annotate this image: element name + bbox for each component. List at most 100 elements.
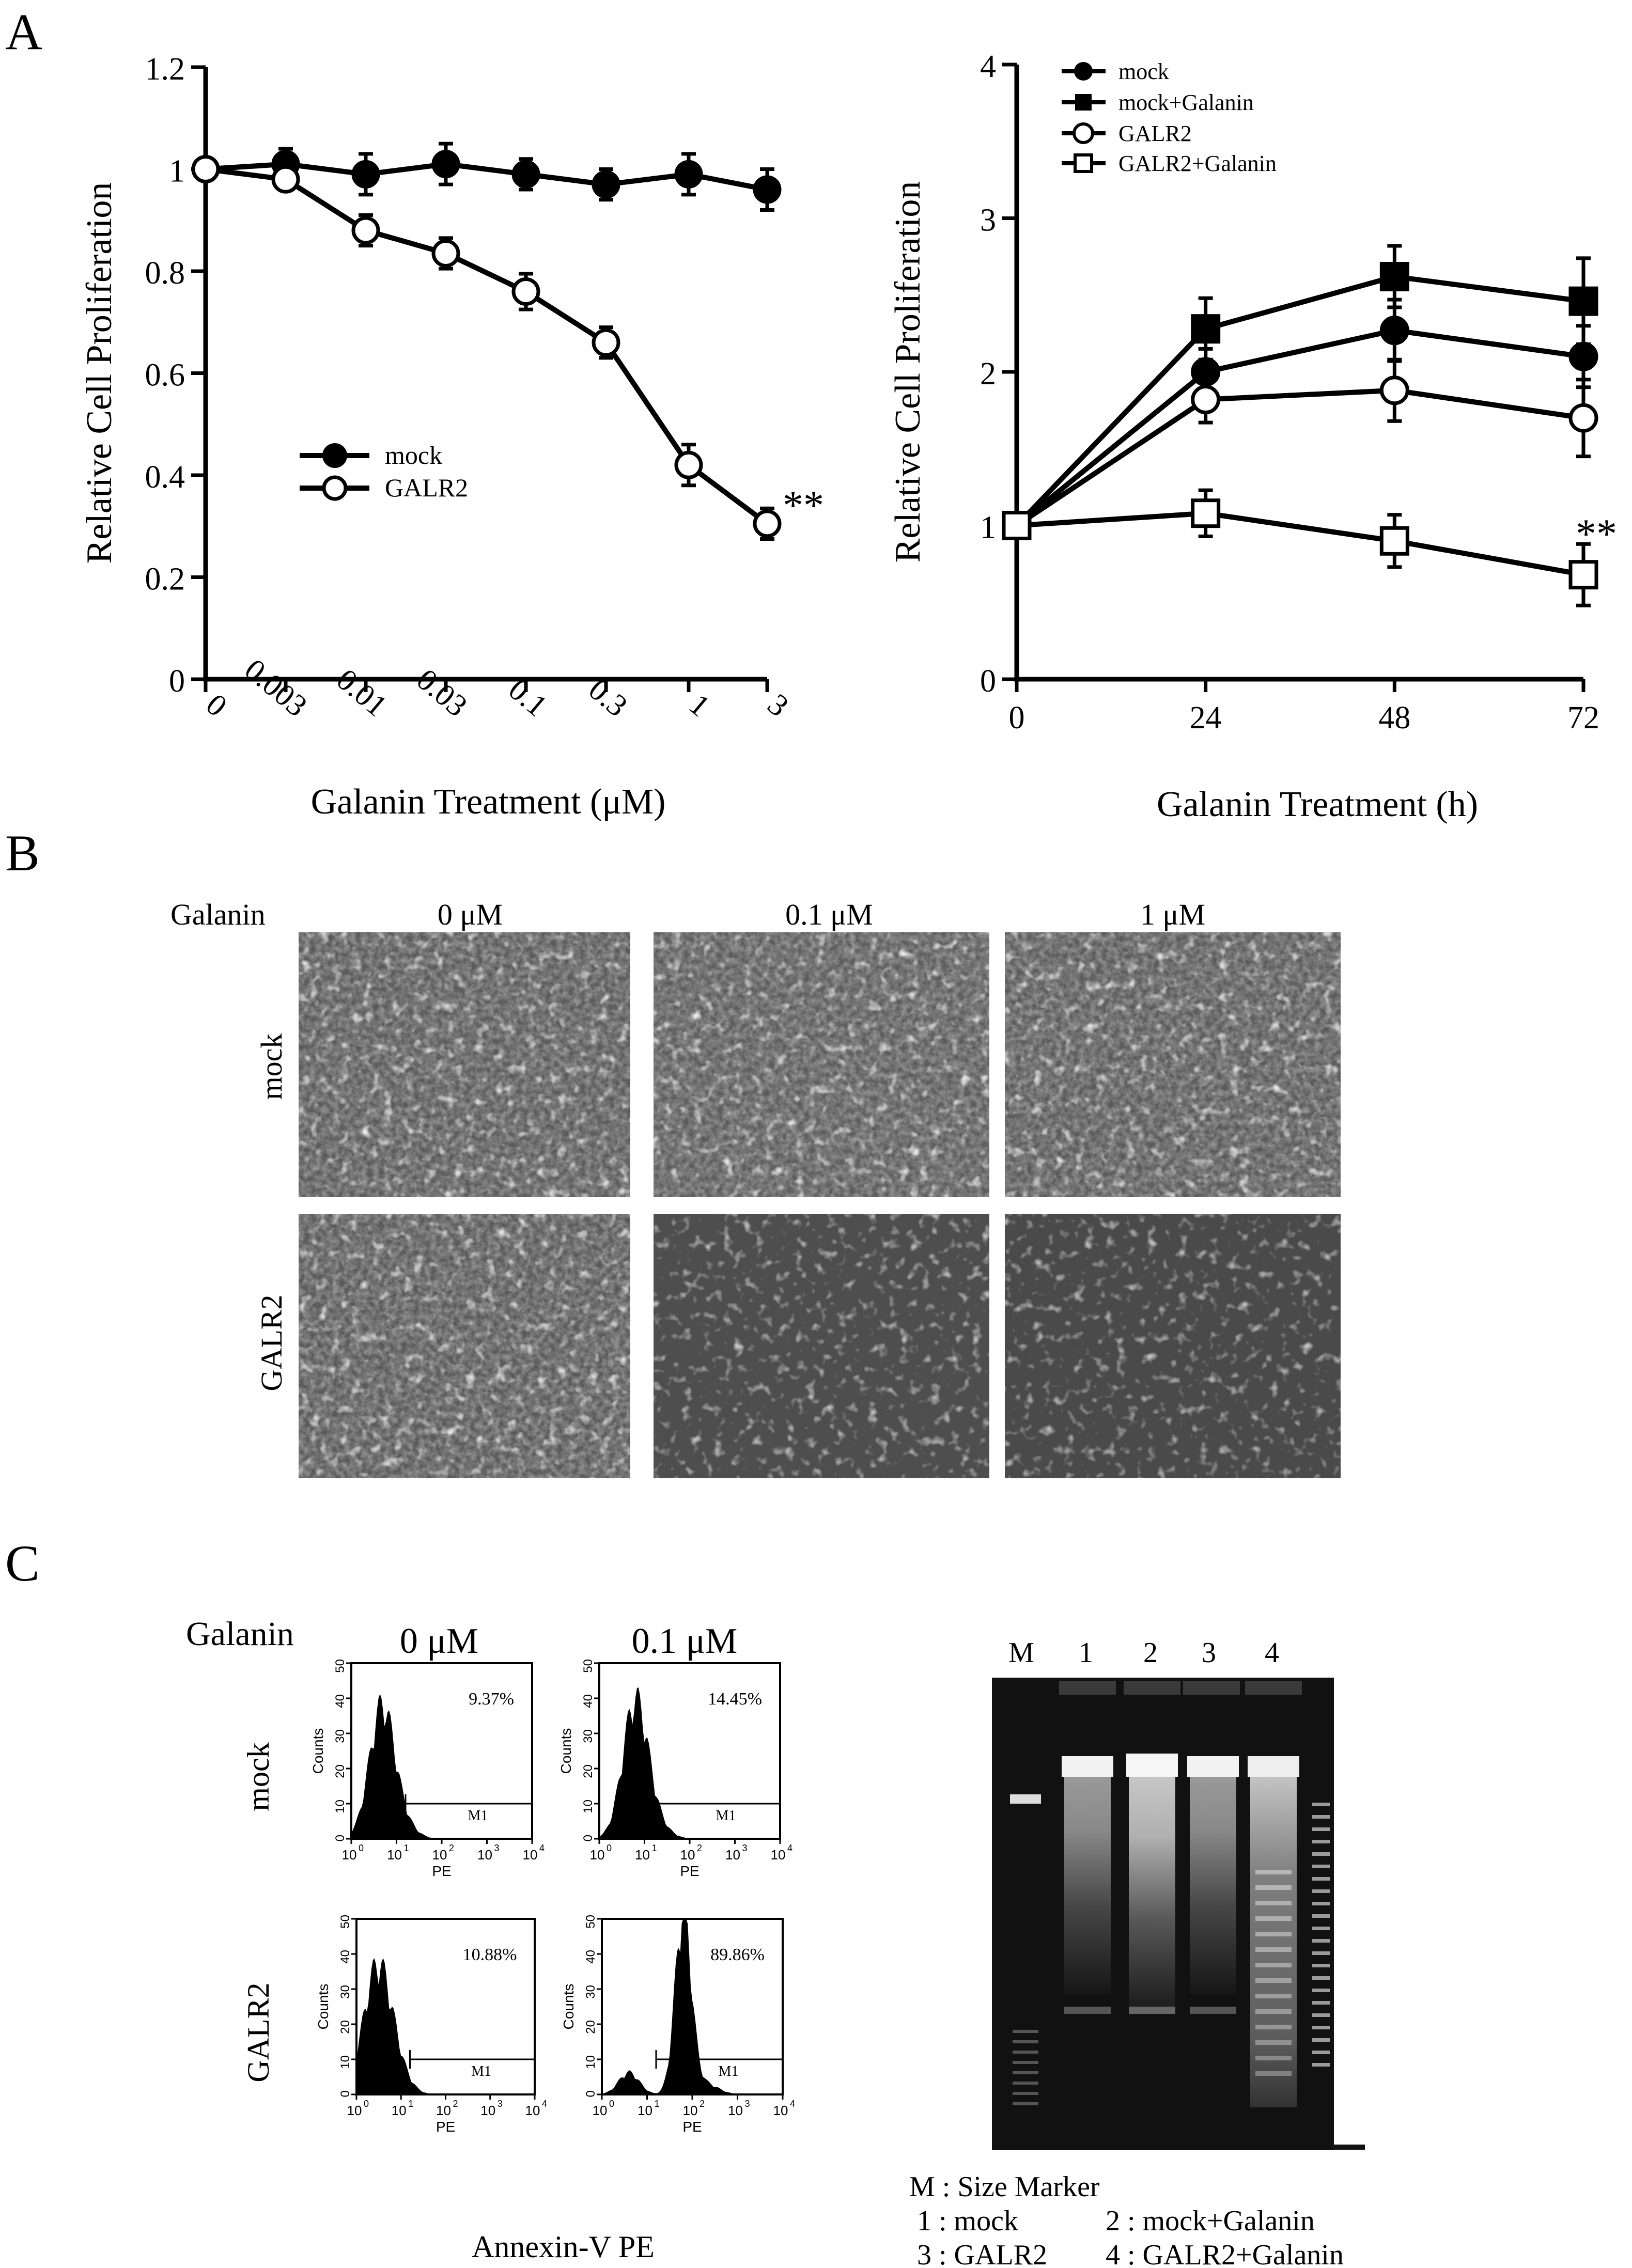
flow-ytick-label: 10 [338,2055,352,2069]
a2-point-0 [1191,357,1221,387]
chart-a-left-significance: ** [783,483,824,528]
panel-b-row-mock: mock [255,1034,288,1100]
gel-size-marker-band [1312,1964,1330,1967]
flow-percent-label: 9.37% [469,1690,514,1709]
gel-ladder-band-4 [1255,1994,1292,1998]
gel-lane-4: 4 [1265,1637,1279,1669]
a2-series-line-1 [1015,274,1584,527]
a1-point-1 [351,216,380,245]
flow-xtick-label: 10 [436,2103,451,2118]
gel-size-marker-band [1312,1865,1330,1868]
gel-lane-1: 1 [1079,1637,1093,1669]
legend-galr2: GALR2 [385,473,468,502]
flow-histogram [599,1687,780,1839]
gel-ladder-band-4 [1255,2009,1292,2014]
flow-xtick-label: 10 [728,2103,743,2118]
gel-legend-m: M : Size Marker [909,2171,1100,2203]
flow-ytick-label: 30 [338,1985,352,1999]
flow-xtick-label: 10 [480,2103,495,2118]
a2-xtick-label: 72 [1567,700,1599,736]
chart-a-left-ylabel: Relative Cell Proliferation [80,182,119,564]
gel-marker-faint-band [1013,2061,1038,2064]
gel-size-marker-band [1312,2013,1330,2017]
gel-size-marker-band [1312,2051,1330,2054]
flow-xtick-exp: 3 [498,2099,503,2109]
flow-ytick-label: 20 [333,1764,347,1778]
a1-ytick-label: 0 [169,664,185,699]
chart-a-left-legend: mock GALR2 [300,441,468,502]
flow-percent-label: 89.86% [710,1945,765,1964]
flow-xtick-label: 10 [638,2103,652,2118]
flow-xtick-label: 10 [635,1847,650,1863]
a2-point-1 [1568,286,1598,316]
micrograph-galr2-01 [654,1214,989,1478]
a2-point-0 [1379,316,1409,346]
flow-ytick-label: 30 [584,1985,598,1999]
gel-size-marker-band [1312,1889,1330,1893]
gel-size-marker-band [1312,1877,1330,1881]
flow-xtick-label: 10 [523,1847,538,1863]
a1-point-1 [431,239,460,268]
a2-ytick-label: 3 [980,203,996,238]
a2-point-1 [1379,262,1409,292]
flow-xlabel: PE [432,1863,451,1879]
flow-xtick-label: 10 [387,1847,402,1863]
flow-xtick-exp: 3 [494,1843,500,1853]
chart-a-right: 0 1 2 3 4 0 24 48 72 Relative Cell Proliferatio… [888,49,1617,824]
legend-r-mock-galanin: mock+Galanin [1118,90,1254,115]
a2-series-line-2 [1015,387,1584,528]
gel-ladder-band-4 [1255,1978,1292,1983]
a1-ytick-label: 1.2 [145,52,185,87]
panel-c-row-mock: mock [241,1742,275,1811]
flow-ytick-label: 40 [581,1694,595,1708]
flow-ytick-label: 10 [333,1800,347,1813]
a1-xtick-label: 0.01 [330,662,394,723]
panel-b-col-2: 1 μM [1140,898,1205,931]
flow-xlabel: PE [680,1863,699,1879]
flow-gate-label: M1 [468,1808,488,1824]
a1-point-1 [674,450,703,479]
flow-ylabel: Counts [558,1728,574,1774]
flow-xtick-exp: 4 [539,1843,545,1853]
flow-xtick-exp: 2 [697,1843,702,1853]
gel-marker-faint-band [1013,2102,1038,2105]
micrograph-mock-01 [654,932,989,1197]
flow-xtick-label: 10 [593,2103,608,2118]
flow-xtick-label: 10 [590,1847,605,1863]
a2-ytick-label: 2 [980,356,996,392]
gel-marker-faint-band [1013,2040,1038,2043]
flow-percent-label: 14.45% [708,1690,762,1709]
flow-ylabel: Counts [315,1984,331,2030]
a2-point-2 [1568,403,1598,433]
flow-xtick-label: 10 [347,2103,362,2118]
flow-xtick-exp: 1 [404,1843,409,1853]
panel-c-col-1: 0.1 μM [632,1621,738,1661]
flow-xtick-label: 10 [725,1847,740,1863]
micrograph-galr2-1 [1005,1214,1341,1478]
gel-ladder-band-4 [1255,2071,1292,2076]
flow-ytick-label: 0 [333,1835,347,1841]
chart-a-right-significance: ** [1576,511,1617,557]
panel-letter-a: A [5,3,42,60]
micrograph-mock-0 [299,932,630,1197]
flow-xtick-exp: 1 [408,2099,413,2109]
a1-xtick-label: 0.003 [238,652,314,723]
a2-point-3 [1379,526,1409,556]
chart-a-right-legend: mock mock+Galanin GALR2 GALR2+Galanin [1062,59,1277,176]
flow-xtick-exp: 3 [745,2099,750,2109]
a1-xtick-label: 1 [683,687,717,723]
a1-point-0 [674,160,703,189]
flow-xtick-label: 10 [773,2103,788,2118]
gel-ladder-band-4 [1255,1901,1292,1905]
a1-point-0 [431,150,460,179]
flow-ytick-label: 50 [584,1915,598,1929]
a2-point-0 [1568,341,1598,371]
gel-ladder-band-4 [1255,1947,1292,1952]
gel-ladder-band-4 [1255,2056,1292,2060]
a1-point-0 [351,160,380,189]
gel-size-marker-band [1312,1927,1330,1930]
gel-ladder-band-4 [1255,1932,1292,1936]
